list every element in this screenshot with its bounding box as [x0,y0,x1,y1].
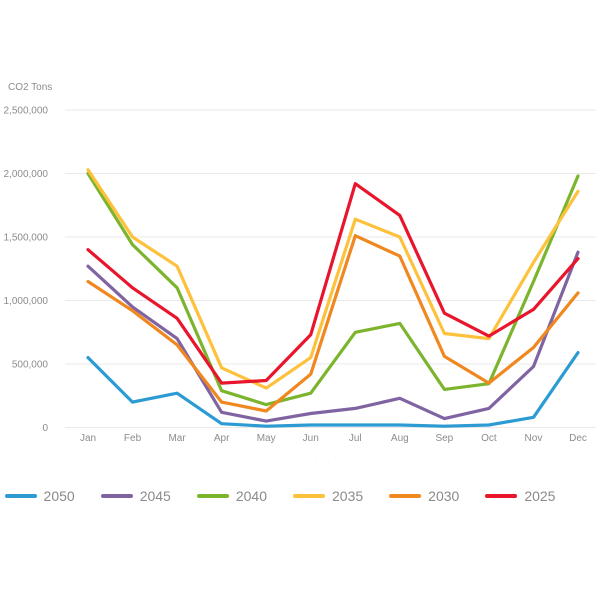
x-tick-label: Dec [569,433,587,444]
x-tick-label: Jun [303,433,319,444]
y-tick-label: 0 [42,423,48,434]
legend-label: 2045 [139,488,171,504]
x-tick-label: Nov [525,433,543,444]
legend-label: 2025 [524,488,556,504]
legend-item-2030[interactable]: 2030 [389,488,459,504]
y-tick-label: 1,500,000 [4,233,49,244]
series-line-2025 [86,182,580,385]
x-tick-label: Oct [481,433,497,444]
legend-label: 2050 [43,488,75,504]
x-tick-label: Apr [214,433,230,444]
series-line-2045 [86,250,580,423]
legend-swatch-2040 [196,494,229,498]
legend-swatch-2045 [100,494,133,498]
y-tick-label: 2,500,000 [4,106,49,117]
legend-swatch-2030 [389,494,422,498]
y-axis-title: CO2 Tons [8,82,53,93]
x-tick-label: Sep [435,433,453,444]
x-tick-label: Mar [168,433,186,444]
legend-item-2040[interactable]: 2040 [196,488,267,504]
legend-label: 2030 [428,488,460,504]
x-tick-label: Jul [349,433,362,444]
legend-swatch-2025 [485,494,518,498]
legend-swatch-2050 [4,494,37,498]
y-tick-label: 2,000,000 [4,169,49,180]
legend-label: 2040 [235,488,267,504]
legend-item-2035[interactable]: 2035 [293,488,363,504]
legend-item-2045[interactable]: 2045 [100,488,171,504]
x-tick-label: Aug [391,433,409,444]
chart-legend: 2050 2045 2040 2035 2030 2025 [0,488,560,504]
y-tick-label: 1,000,000 [4,296,49,307]
series-line-2040 [86,171,580,407]
y-tick-label: 500,000 [12,360,49,371]
x-tick-label: Feb [124,433,142,444]
legend-label: 2035 [332,488,364,504]
series-line-2035 [86,168,580,390]
x-tick-label: May [257,433,276,444]
legend-item-2050[interactable]: 2050 [4,488,75,504]
legend-swatch-2035 [293,494,325,498]
series-line-2030 [86,234,580,413]
x-tick-label: Jan [80,433,96,444]
series-line-2050 [86,351,580,428]
chart-footnote-dots: ··· [316,460,333,466]
legend-item-2025[interactable]: 2025 [485,488,555,504]
